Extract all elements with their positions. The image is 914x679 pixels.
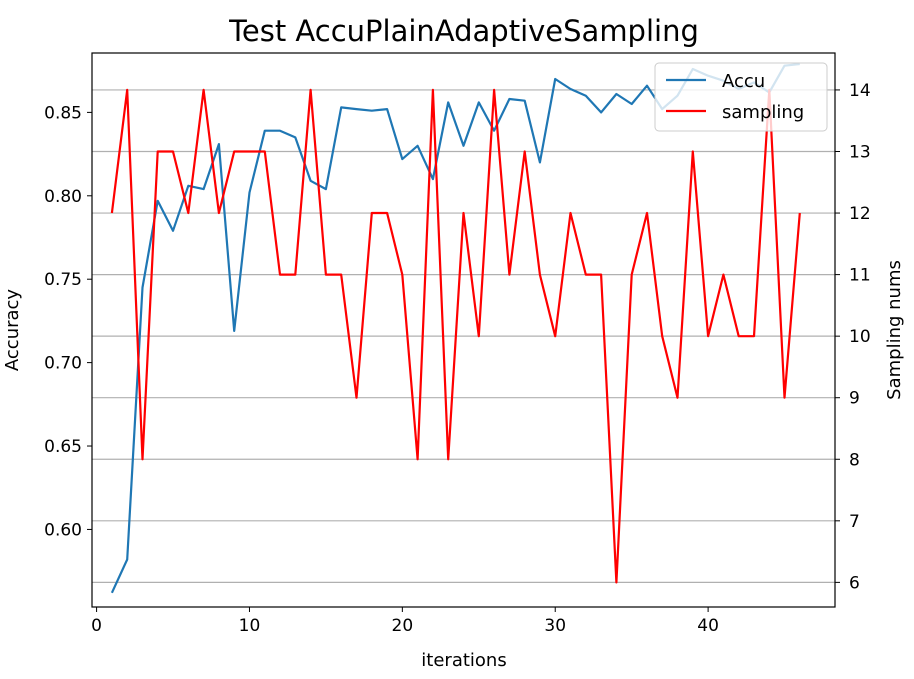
y2-tick-label: 13 [849, 142, 871, 162]
y2-tick-label: 9 [849, 389, 860, 409]
legend-sampling-label: sampling [722, 102, 804, 123]
y-tick-label: 0.80 [44, 187, 82, 207]
plot-frame [91, 52, 836, 608]
x-tick-label: 30 [544, 616, 566, 636]
series-group [110, 62, 801, 594]
y-axis-right: 6 7 8 9 10 11 12 13 14 [835, 81, 871, 593]
x-tick-label: 20 [392, 616, 414, 636]
x-axis-label: iterations [421, 650, 506, 671]
x-tick-label: 0 [91, 616, 102, 636]
x-axis: 0 10 20 30 40 [91, 607, 719, 636]
chart-title: Test AccuPlainAdaptiveSampling [228, 14, 699, 48]
legend-accu-label: Accu [722, 71, 765, 92]
y2-tick-label: 14 [849, 81, 871, 101]
y-tick-label: 0.65 [44, 437, 82, 457]
legend: Accu sampling [654, 62, 828, 132]
y2-axis-label: Sampling nums [884, 260, 905, 400]
y-tick-label: 0.70 [44, 354, 82, 374]
y2-tick-label: 10 [849, 327, 871, 347]
y-tick-label: 0.85 [44, 103, 82, 123]
series-sampling-line [110, 88, 801, 584]
y-axis-label: Accuracy [2, 289, 23, 372]
y2-tick-label: 8 [849, 450, 860, 470]
y2-tick-label: 6 [849, 573, 860, 593]
x-tick-label: 40 [697, 616, 719, 636]
y2-tick-label: 7 [849, 512, 860, 532]
y-axis-left: 0.60 0.65 0.70 0.75 0.80 0.85 [44, 103, 92, 540]
y2-tick-label: 12 [849, 204, 871, 224]
y-tick-label: 0.75 [44, 270, 82, 290]
x-tick-label: 10 [239, 616, 261, 636]
grid [92, 89, 835, 583]
y-tick-label: 0.60 [44, 520, 82, 540]
y2-tick-label: 11 [849, 266, 871, 286]
